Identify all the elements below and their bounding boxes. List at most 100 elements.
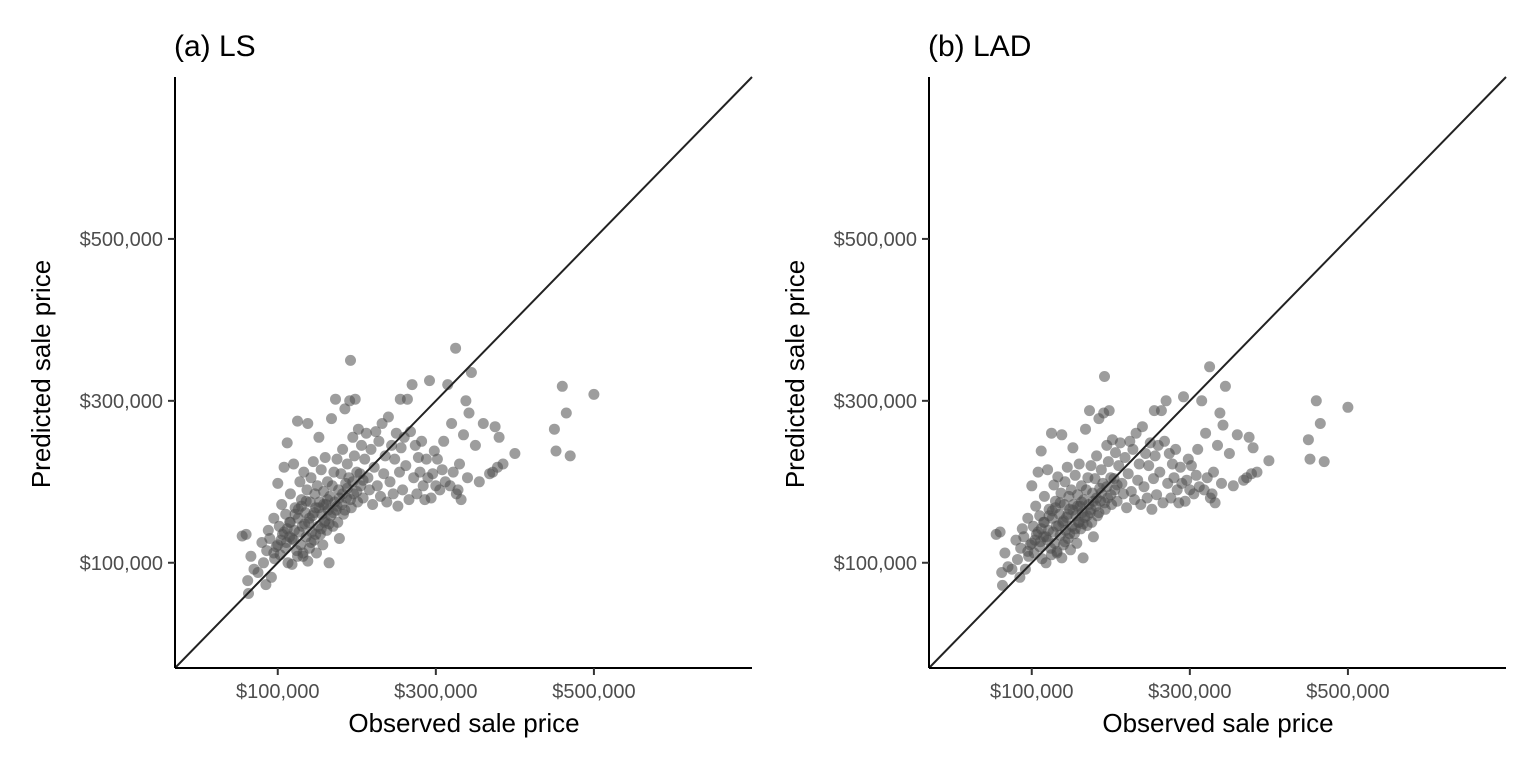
scatter-points <box>990 361 1354 591</box>
data-point <box>389 453 401 465</box>
data-point <box>1006 563 1018 575</box>
data-point <box>305 472 317 484</box>
data-point <box>560 407 572 419</box>
data-point <box>997 579 1008 591</box>
data-point <box>1146 503 1158 515</box>
data-point <box>1018 531 1030 543</box>
data-point <box>1110 447 1121 459</box>
data-point <box>1073 458 1085 470</box>
data-point <box>469 439 481 451</box>
data-point <box>311 547 322 559</box>
data-point <box>1141 492 1153 504</box>
data-point <box>322 494 333 506</box>
y-axis-title: Predicted sale price <box>26 260 56 488</box>
data-point <box>1149 450 1161 462</box>
data-point <box>272 477 284 489</box>
data-point <box>489 421 501 433</box>
data-point <box>452 484 464 496</box>
data-point <box>1154 466 1166 478</box>
data-point <box>1140 448 1152 459</box>
data-point <box>1087 531 1099 543</box>
data-point <box>1133 458 1145 470</box>
data-point <box>1302 434 1314 446</box>
data-point <box>1067 442 1079 454</box>
data-point <box>360 427 372 439</box>
data-point <box>307 456 319 468</box>
data-point <box>1056 429 1068 441</box>
data-point <box>1061 461 1073 473</box>
data-point <box>339 504 351 516</box>
data-point <box>1192 443 1204 455</box>
data-point <box>509 448 521 459</box>
data-point <box>302 418 314 429</box>
data-point <box>434 484 446 496</box>
data-point <box>1151 489 1163 501</box>
data-point <box>450 342 462 354</box>
data-point <box>1103 405 1115 417</box>
data-point <box>1170 443 1182 455</box>
data-point <box>1204 361 1216 373</box>
data-point <box>356 439 367 451</box>
data-point <box>414 466 426 478</box>
data-point <box>1304 453 1316 465</box>
y-tick-label: $500,000 <box>834 229 917 251</box>
data-point <box>436 464 448 476</box>
data-point <box>252 567 264 578</box>
data-point <box>1216 477 1227 489</box>
data-point <box>387 488 399 500</box>
data-point <box>349 393 361 405</box>
data-point <box>1111 479 1123 491</box>
x-tick-label: $300,000 <box>394 681 477 703</box>
chart-title: (b) LAD <box>928 30 1031 63</box>
data-point <box>1200 427 1212 439</box>
identity-line <box>174 76 753 669</box>
identity-line <box>928 76 1507 669</box>
data-point <box>1310 395 1322 407</box>
y-tick-label: $300,000 <box>834 391 917 413</box>
data-point <box>463 407 475 419</box>
data-point <box>420 453 432 465</box>
data-point <box>1174 461 1186 473</box>
data-point <box>465 367 477 378</box>
data-point <box>379 450 391 462</box>
data-point <box>417 480 429 492</box>
data-point <box>1217 419 1229 431</box>
data-point <box>1071 537 1083 549</box>
data-point <box>288 458 300 470</box>
data-point <box>1157 497 1169 509</box>
data-point <box>1196 395 1208 407</box>
data-point <box>332 516 344 528</box>
scatter-points <box>236 342 600 599</box>
data-point <box>548 423 560 435</box>
data-point <box>556 380 568 392</box>
data-point <box>1263 455 1275 467</box>
data-point <box>999 547 1011 559</box>
data-point <box>403 494 415 506</box>
data-point <box>1077 552 1089 564</box>
data-point <box>333 533 345 544</box>
data-point <box>286 558 298 570</box>
data-point <box>1208 466 1219 478</box>
data-point <box>1032 466 1044 478</box>
data-point <box>460 395 472 407</box>
data-point <box>411 488 423 500</box>
data-point <box>406 379 418 391</box>
data-point <box>264 533 276 544</box>
data-point <box>317 539 329 551</box>
data-point <box>1318 456 1330 468</box>
data-point <box>1243 431 1255 443</box>
data-point <box>330 393 341 405</box>
data-point <box>276 499 288 510</box>
data-point <box>588 388 600 400</box>
data-point <box>245 550 257 562</box>
data-point <box>378 468 390 480</box>
y-tick-label: $100,000 <box>834 553 917 575</box>
data-point <box>1247 442 1259 454</box>
data-point <box>1080 423 1091 435</box>
data-point <box>345 354 356 366</box>
x-tick-label: $500,000 <box>1306 681 1389 703</box>
data-point <box>382 411 394 423</box>
data-point <box>427 468 439 480</box>
data-point <box>477 418 489 429</box>
data-point <box>1012 554 1023 565</box>
